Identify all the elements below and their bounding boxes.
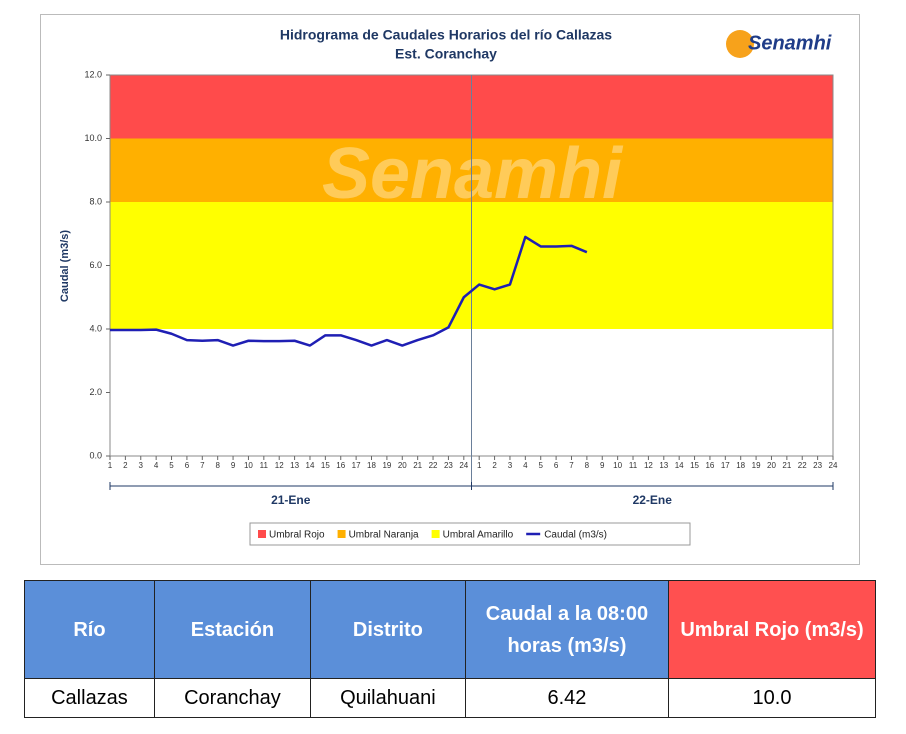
x-tick-label: 21: [782, 461, 791, 470]
x-tick-label: 10: [613, 461, 622, 470]
legend-label: Umbral Rojo: [269, 530, 325, 541]
x-tick-label: 7: [569, 461, 574, 470]
x-tick-label: 24: [829, 461, 838, 470]
x-tick-label: 4: [523, 461, 528, 470]
x-tick-label: 3: [139, 461, 144, 470]
x-tick-label: 5: [169, 461, 174, 470]
x-tick-label: 9: [600, 461, 605, 470]
y-tick-label: 4.0: [89, 323, 102, 333]
x-tick-label: 19: [752, 461, 761, 470]
legend-swatch: [431, 530, 440, 538]
legend: Umbral Rojo Umbral Naranja Umbral Amarillo…: [249, 522, 691, 546]
x-tick-label: 10: [244, 461, 253, 470]
summary-table: Río Estación Distrito Caudal a la 08:00 hor…: [24, 580, 876, 718]
x-tick-label: 17: [352, 461, 361, 470]
y-tick-label: 8.0: [89, 196, 102, 206]
table-header: Estación: [153, 580, 311, 679]
y-tick-label: 0.0: [89, 450, 102, 460]
data-row: Callazas Coranchay Quilahuani 6.42 10.0: [24, 678, 876, 718]
table-header: Río: [24, 580, 155, 679]
x-tick-label: 22: [429, 461, 438, 470]
x-tick-label: 14: [675, 461, 684, 470]
y-tick-label: 6.0: [89, 260, 102, 270]
x-group-label: 22-Ene: [633, 493, 673, 507]
x-tick-label: 18: [367, 461, 376, 470]
y-tick-label: 10.0: [84, 133, 102, 143]
y-axis-label: Caudal (m3/s): [59, 230, 71, 302]
header-row: Río Estación Distrito Caudal a la 08:00 hor…: [24, 580, 876, 679]
x-tick-label: 14: [306, 461, 315, 470]
x-tick-label: 16: [705, 461, 714, 470]
x-tick-label: 2: [492, 461, 497, 470]
y-tick-label: 12.0: [84, 69, 102, 79]
logo: Senamhi: [748, 32, 832, 54]
table-cell: 6.42: [464, 678, 670, 718]
x-tick-label: 6: [185, 461, 190, 470]
chart-subtitle: Est. Coranchay: [395, 46, 497, 62]
x-tick-label: 20: [398, 461, 407, 470]
x-tick-label: 9: [231, 461, 236, 470]
table-cell: Coranchay: [153, 678, 311, 718]
data-line: [110, 235, 588, 347]
x-tick-label: 6: [554, 461, 559, 470]
x-tick-label: 18: [736, 461, 745, 470]
x-tick-label: 21: [413, 461, 422, 470]
x-tick-label: 13: [659, 461, 668, 470]
legend-swatch: [337, 530, 346, 538]
legend-label: Caudal (m3/s): [544, 530, 607, 541]
x-tick-label: 12: [275, 461, 284, 470]
x-tick-label: 23: [444, 461, 453, 470]
x-tick-label: 19: [382, 461, 391, 470]
legend-box: [249, 522, 691, 546]
table-cell: Quilahuani: [309, 678, 466, 718]
x-tick-label: 8: [585, 461, 590, 470]
x-tick-label: 2: [123, 461, 128, 470]
table-cell: Callazas: [24, 678, 155, 718]
x-tick-label: 22: [798, 461, 807, 470]
x-tick-label: 8: [215, 461, 220, 470]
legend-label: Umbral Naranja: [349, 530, 419, 541]
table-header: Distrito: [309, 580, 466, 679]
table-cell: 10.0: [668, 678, 876, 718]
x-tick-label: 7: [200, 461, 205, 470]
x-tick-label: 17: [721, 461, 730, 470]
x-tick-label: 1: [108, 461, 113, 470]
x-tick-label: 20: [767, 461, 776, 470]
y-tick-label: 2.0: [89, 387, 102, 397]
x-tick-label: 24: [459, 461, 468, 470]
x-tick-label: 12: [644, 461, 653, 470]
legend-label: Umbral Amarillo: [443, 530, 514, 541]
table-header: Umbral Rojo (m3/s): [668, 580, 876, 679]
x-tick-label: 1: [477, 461, 482, 470]
chart: Hidrograma de Caudales Horarios del río …: [40, 14, 860, 565]
x-tick-label: 23: [813, 461, 822, 470]
chart-title: Hidrograma de Caudales Horarios del río …: [280, 27, 612, 43]
legend-swatch: [258, 530, 266, 538]
x-group-label: 21-Ene: [271, 493, 311, 507]
logo-sun: [726, 30, 754, 58]
x-tick-label: 15: [690, 461, 699, 470]
x-tick-label: 5: [538, 461, 543, 470]
x-tick-label: 13: [290, 461, 299, 470]
x-tick-label: 3: [508, 461, 513, 470]
x-tick-label: 11: [260, 461, 269, 470]
x-tick-label: 16: [336, 461, 345, 470]
x-tick-label: 4: [154, 461, 159, 470]
x-tick-label: 15: [321, 461, 330, 470]
x-tick-label: 11: [629, 461, 638, 470]
watermark: Senamhi: [322, 134, 624, 214]
table-header: Caudal a la 08:00 horas (m3/s): [464, 580, 670, 679]
